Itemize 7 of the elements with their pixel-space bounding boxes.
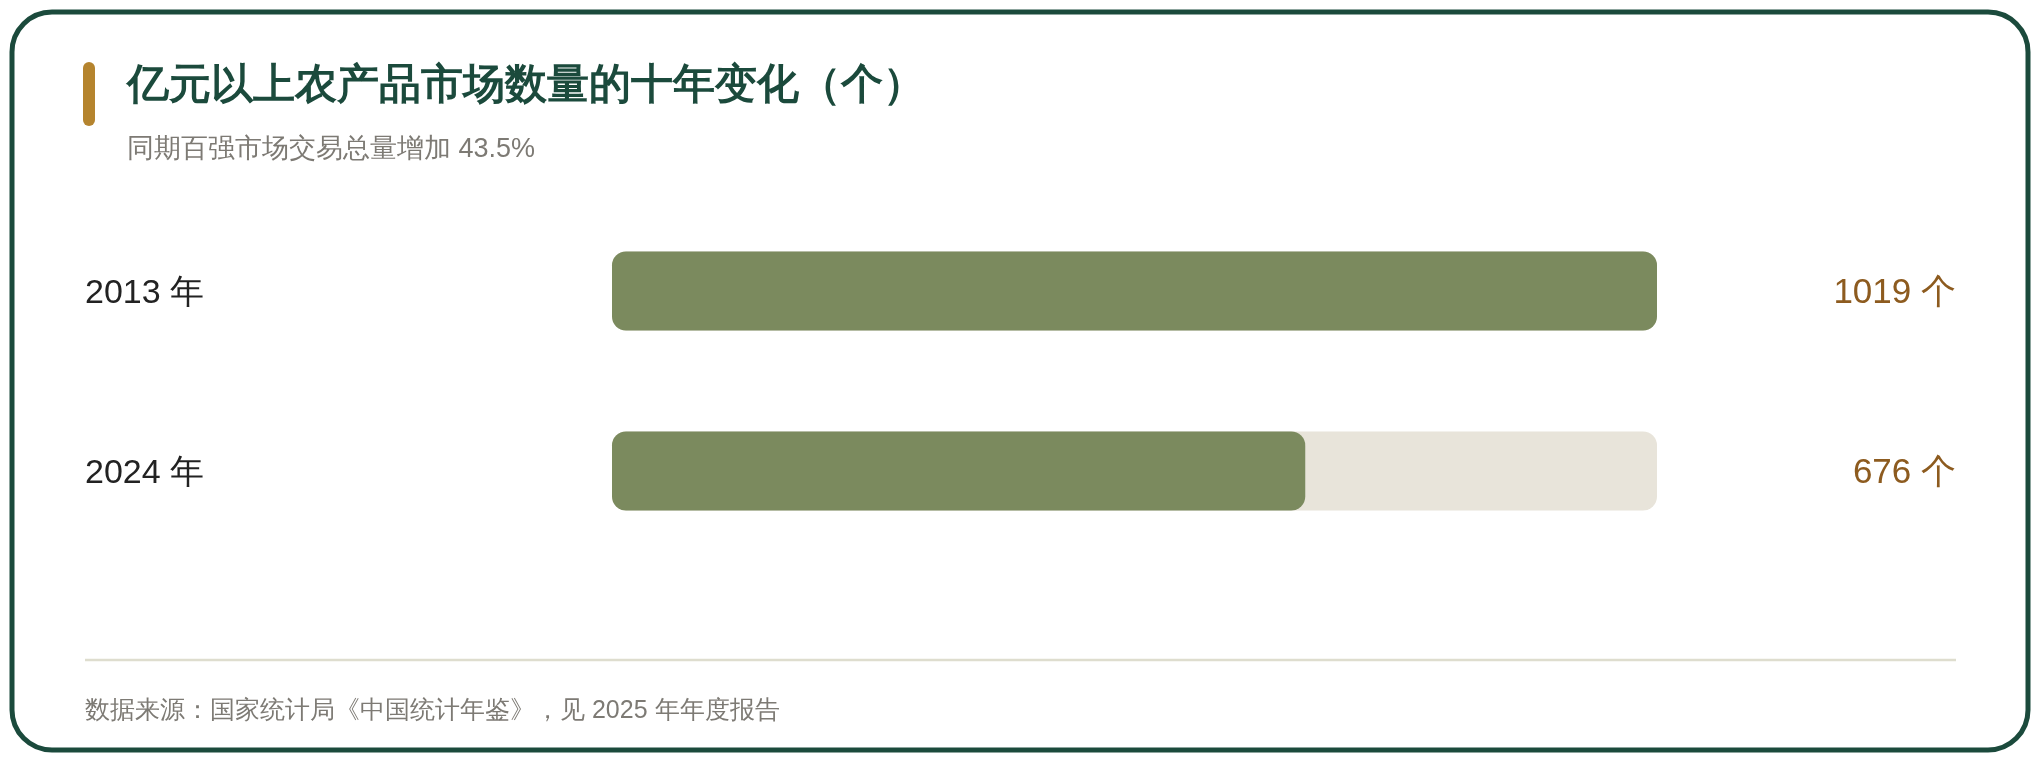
source-note: 数据来源：国家统计局《中国统计年鉴》，见 2025 年年度报告	[85, 695, 780, 723]
y-tick-label: 2024 年	[85, 452, 205, 490]
y-tick-label: 2013 年	[85, 272, 205, 310]
data-label: 1019 个	[1833, 271, 1956, 310]
data-label: 676 个	[1852, 451, 1956, 490]
chart-title: 亿元以上农产品市场数量的十年变化（个）	[125, 60, 925, 107]
text: 同期百强市场交易总量增加 43.5%	[127, 133, 536, 163]
